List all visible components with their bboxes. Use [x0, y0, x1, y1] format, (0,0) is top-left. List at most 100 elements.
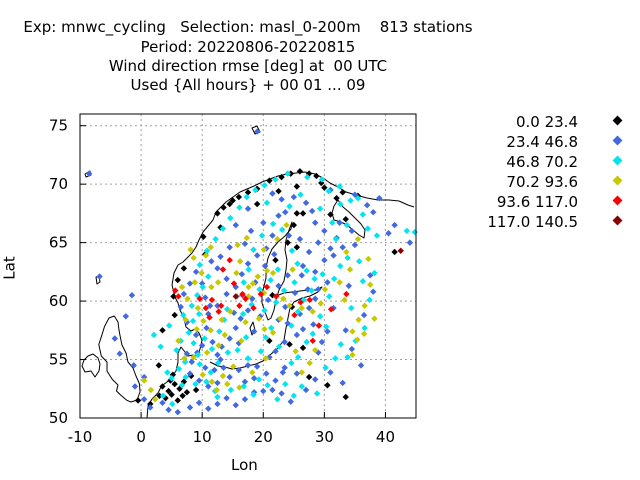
data-point: [278, 390, 285, 397]
data-point: [183, 350, 191, 357]
data-point: [128, 292, 136, 299]
data-point: [345, 282, 352, 290]
data-point: [346, 266, 354, 273]
data-point: [391, 248, 398, 256]
data-point: [264, 382, 271, 389]
data-point: [227, 308, 234, 315]
data-point: [293, 331, 301, 339]
data-point: [175, 337, 182, 345]
data-point: [183, 389, 191, 396]
legend-entry: 117.0 140.5: [452, 213, 632, 233]
data-point: [343, 290, 350, 298]
data-point: [206, 314, 213, 321]
data-point: [347, 197, 354, 204]
data-point: [366, 272, 374, 279]
data-point: [339, 189, 346, 196]
data-point: [245, 266, 252, 273]
data-point: [359, 211, 367, 218]
data-point: [202, 304, 210, 312]
data-point: [298, 383, 305, 390]
data-point: [309, 330, 316, 338]
data-point: [235, 193, 243, 201]
data-point: [220, 204, 227, 211]
data-point: [174, 397, 181, 404]
data-point: [262, 355, 269, 362]
data-point: [165, 322, 173, 329]
data-point: [242, 295, 249, 302]
data-point: [199, 371, 206, 378]
data-point: [263, 283, 271, 291]
data-point: [339, 244, 346, 251]
data-point: [189, 317, 197, 325]
data-point: [336, 219, 343, 226]
data-point: [184, 295, 191, 302]
data-point: [298, 369, 305, 376]
data-point: [237, 315, 244, 322]
data-point: [250, 328, 258, 335]
data-point: [207, 369, 214, 376]
data-point: [196, 361, 203, 368]
legend-label: 23.4 46.8: [506, 133, 578, 151]
data-point: [361, 302, 368, 309]
data-point: [311, 275, 318, 283]
data-point: [355, 316, 362, 323]
data-point: [230, 280, 238, 287]
data-point: [261, 182, 268, 189]
data-point: [339, 379, 346, 387]
y-tick-label: 50: [49, 409, 68, 427]
data-point: [255, 315, 263, 322]
data-point: [220, 364, 227, 371]
data-point: [313, 390, 321, 397]
data-point: [140, 373, 148, 381]
data-point: [122, 313, 130, 320]
data-point: [192, 331, 200, 339]
data-point: [403, 227, 411, 235]
data-point: [391, 221, 398, 229]
data-point: [272, 348, 279, 355]
data-point: [272, 299, 280, 306]
data-point: [130, 362, 137, 369]
y-tick-label: 60: [49, 292, 68, 310]
data-point: [264, 296, 272, 304]
data-point: [214, 359, 222, 367]
data-point: [209, 338, 216, 346]
data-point: [306, 359, 313, 367]
data-point: [305, 170, 313, 177]
data-point: [279, 369, 287, 376]
data-point: [294, 354, 302, 361]
data-point: [195, 310, 203, 318]
title-line-4: Used {All hours} + 00 01 ... 09: [130, 76, 366, 94]
data-point: [269, 190, 276, 197]
data-point: [219, 266, 227, 273]
data-point: [343, 248, 350, 256]
data-point: [312, 376, 319, 383]
data-point: [179, 392, 186, 399]
data-point: [351, 191, 359, 198]
data-point: [327, 306, 335, 313]
data-point: [260, 246, 268, 253]
data-point: [326, 293, 333, 300]
data-point: [244, 355, 252, 362]
data-point: [288, 322, 295, 329]
data-point: [219, 372, 227, 380]
data-point: [293, 244, 301, 251]
y-axis-label: Lat: [0, 256, 19, 280]
data-point: [226, 200, 233, 208]
data-point: [173, 346, 180, 354]
data-point: [318, 338, 326, 346]
data-point: [348, 227, 356, 235]
data-point: [165, 406, 172, 414]
data-point: [111, 335, 119, 342]
data-point: [240, 279, 247, 286]
data-point: [315, 322, 323, 329]
data-point: [336, 183, 343, 190]
data-point: [299, 344, 307, 352]
data-point: [337, 262, 344, 270]
data-point: [169, 371, 177, 378]
data-point: [337, 200, 344, 208]
data-point: [299, 210, 307, 217]
data-point: [280, 287, 288, 294]
data-point: [219, 225, 227, 232]
data-point: [190, 254, 197, 262]
data-point: [203, 324, 210, 332]
